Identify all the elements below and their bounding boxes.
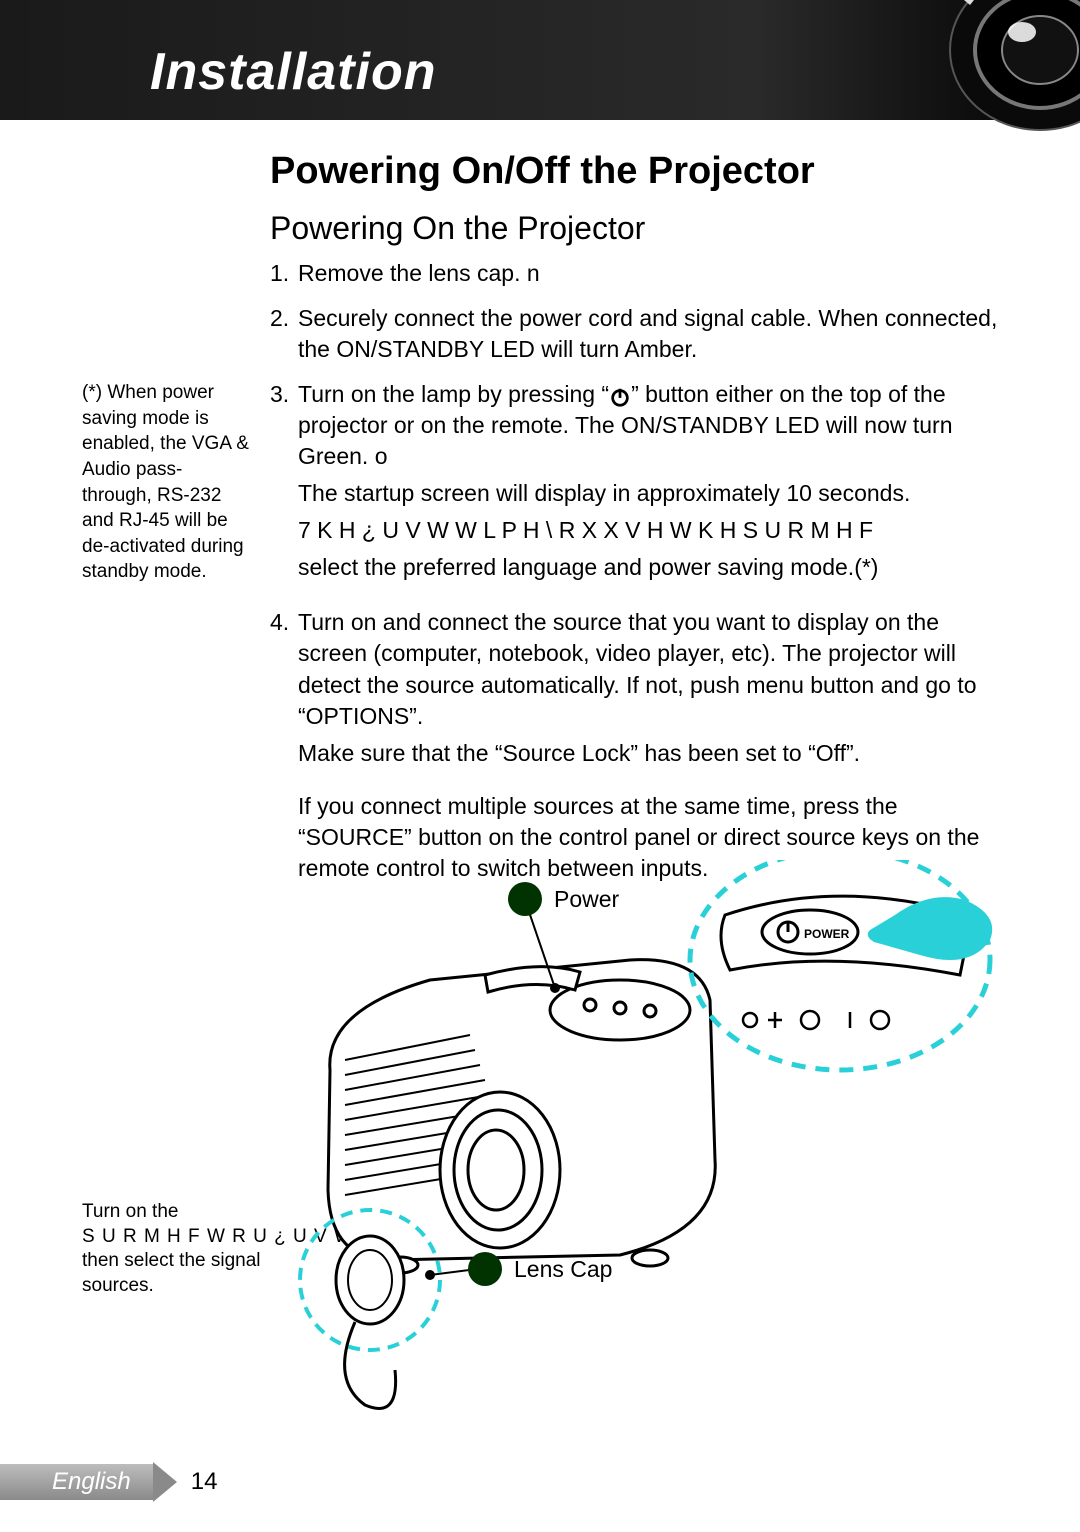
step3-pre: Turn on the lamp by pressing “: [298, 381, 609, 407]
step-4: 4. Turn on and connect the source that y…: [270, 607, 1010, 774]
step-1: 1. Remove the lens cap. n: [270, 258, 1010, 289]
step3-d: select the preferred language and power …: [298, 552, 1010, 583]
step-number: 1.: [270, 258, 298, 289]
step-text: Securely connect the power cord and sign…: [298, 303, 1010, 365]
step-text: Turn on and connect the source that you …: [298, 607, 1010, 774]
footer-language: English: [0, 1464, 153, 1500]
projector-svg: POWER: [270, 860, 1010, 1420]
sidenote2-l2-garbled: S U R M H F W R U ¿ U V W D Q G: [82, 1225, 282, 1250]
step-text: Turn on the lamp by pressing “” button e…: [298, 379, 1010, 589]
callout-label-lenscap: Lens Cap: [514, 1256, 612, 1283]
footer-notch: [153, 1462, 177, 1502]
step-text: Remove the lens cap. n: [298, 258, 1010, 289]
sidenote2-l3: then select the signal sources.: [82, 1249, 282, 1298]
sub-heading: Powering On the Projector: [270, 210, 645, 247]
sidenote-turn-on: Turn on the S U R M H F W R U ¿ U V W D …: [82, 1200, 282, 1299]
step-2: 2. Securely connect the power cord and s…: [270, 303, 1010, 365]
footer: English 14: [0, 1462, 217, 1502]
sidenote2-l1: Turn on the: [82, 1200, 282, 1225]
step-number: 3.: [270, 379, 298, 589]
header-title: Installation: [150, 42, 436, 102]
step4-a: Turn on and connect the source that you …: [298, 607, 1010, 731]
footer-page-number: 14: [191, 1468, 218, 1496]
step-3: 3. Turn on the lamp by pressing “” butto…: [270, 379, 1010, 589]
step-number: 2.: [270, 303, 298, 365]
header-band: Installation: [0, 0, 1080, 120]
step3-c-garbled: 7 K H ¿ U V W W L P H \ R X X V H W K H …: [298, 515, 1010, 546]
projector-diagram: POWER Power Lens Cap: [270, 860, 1010, 1420]
sidenote-power-saving: (*) When power saving mode is enabled, t…: [82, 380, 252, 585]
power-button-text: POWER: [804, 927, 850, 941]
main-heading: Powering On/Off the Projector: [270, 150, 815, 193]
callout-dot-power: [508, 882, 542, 916]
step4-b: Make sure that the “Source Lock” has bee…: [298, 738, 1010, 769]
callout-dot-lenscap: [468, 1252, 502, 1286]
step3-b: The startup screen will display in appro…: [298, 478, 1010, 509]
body-column: 1. Remove the lens cap. n 2. Securely co…: [270, 258, 1010, 884]
power-icon: [609, 385, 631, 407]
lens-decoration: [900, 0, 1080, 140]
callout-label-power: Power: [554, 886, 619, 913]
step-number: 4.: [270, 607, 298, 774]
